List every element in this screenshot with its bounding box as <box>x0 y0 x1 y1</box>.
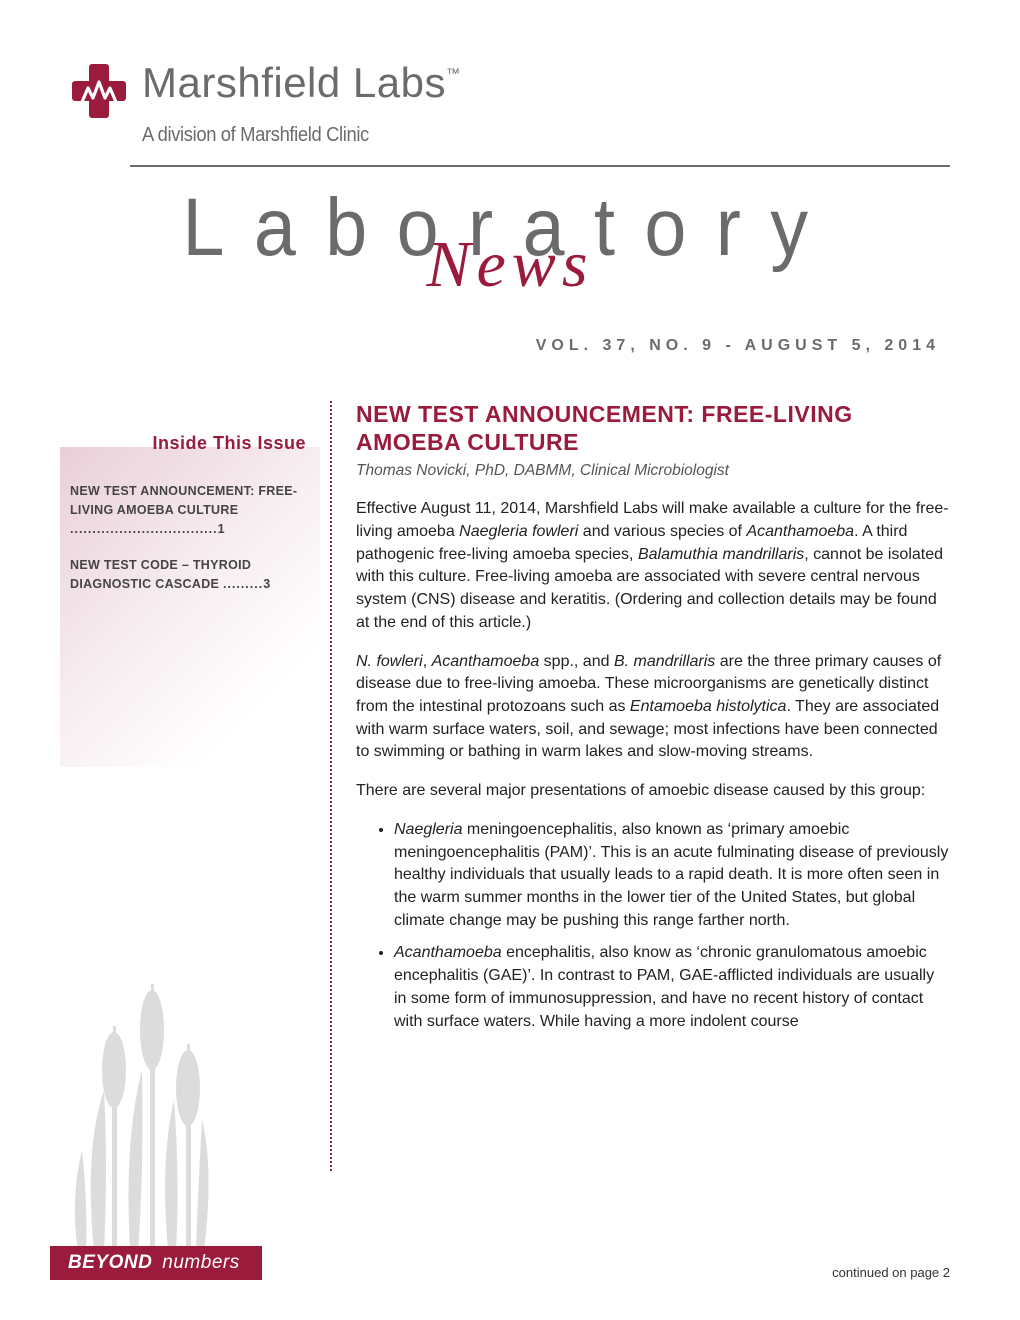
italic-term: N. fowleri <box>356 653 423 670</box>
text-run: meningoencephalitis, also known as ‘prim… <box>394 821 948 929</box>
sidebar-heading: Inside This Issue <box>70 433 316 454</box>
toc-item: NEW TEST ANNOUNCEMENT: FREE-LIVING AMOEB… <box>70 482 316 538</box>
article-paragraph: N. fowleri, Acanthamoeba spp., and B. ma… <box>356 651 950 765</box>
bullet-list: Naegleria meningoencephalitis, also know… <box>356 819 950 1033</box>
italic-term: Naegleria <box>394 821 462 838</box>
italic-term: Naegleria fowleri <box>459 523 578 540</box>
italic-term: Balamuthia mandrillaris <box>638 546 804 563</box>
article-main: NEW TEST ANNOUNCEMENT: FREE-LIVING AMOEB… <box>356 401 950 1171</box>
toc-page: 3 <box>263 577 270 591</box>
page-footer: BEYOND numbers continued on page 2 <box>50 1246 950 1280</box>
italic-term: Acanthamoeba <box>746 523 854 540</box>
dotted-divider <box>330 401 340 1171</box>
cattails-illustration <box>64 970 244 1250</box>
trademark-symbol: ™ <box>446 65 461 81</box>
beyond-word-1: BEYOND <box>68 1252 152 1273</box>
italic-term: Acanthamoeba <box>432 653 540 670</box>
beyond-numbers-badge: BEYOND numbers <box>50 1246 262 1280</box>
toc-leader: ......... <box>223 577 263 591</box>
brand-logo-icon <box>70 62 128 120</box>
article-paragraph: Effective August 11, 2014, Marshfield La… <box>356 498 950 634</box>
beyond-word-2: numbers <box>162 1252 239 1273</box>
article-paragraph: There are several major presentations of… <box>356 780 950 803</box>
text-run: spp., and <box>539 653 614 670</box>
brand-header: Marshfield Labs™ <box>70 62 950 120</box>
header-rule <box>130 165 950 167</box>
toc-leader: ................................. <box>70 522 218 536</box>
newsletter-title: Laboratory News <box>70 181 950 301</box>
volume-date-line: VOL. 37, NO. 9 - AUGUST 5, 2014 <box>70 337 940 355</box>
title-script: News <box>70 227 950 303</box>
toc-item: NEW TEST CODE – THYROID DIAGNOSTIC CASCA… <box>70 556 316 594</box>
brand-name-text: Marshfield Labs <box>142 59 446 106</box>
italic-term: B. mandrillaris <box>614 653 715 670</box>
bullet-item: Naegleria meningoencephalitis, also know… <box>394 819 950 933</box>
article-byline: Thomas Novicki, PhD, DABMM, Clinical Mic… <box>356 460 950 482</box>
italic-term: Acanthamoeba <box>394 944 502 961</box>
text-run: and various species of <box>578 523 746 540</box>
brand-name: Marshfield Labs™ <box>142 62 460 104</box>
toc-label: NEW TEST ANNOUNCEMENT: FREE-LIVING AMOEB… <box>70 484 297 517</box>
continued-label: continued on page 2 <box>832 1265 950 1280</box>
article-title: NEW TEST ANNOUNCEMENT: FREE-LIVING AMOEB… <box>356 401 950 456</box>
italic-term: Entamoeba histolytica <box>630 698 787 715</box>
toc-page: 1 <box>218 522 225 536</box>
bullet-item: Acanthamoeba encephalitis, also know as … <box>394 942 950 1033</box>
text-run: , <box>423 653 432 670</box>
brand-tagline: A division of Marshfield Clinic <box>142 124 885 147</box>
